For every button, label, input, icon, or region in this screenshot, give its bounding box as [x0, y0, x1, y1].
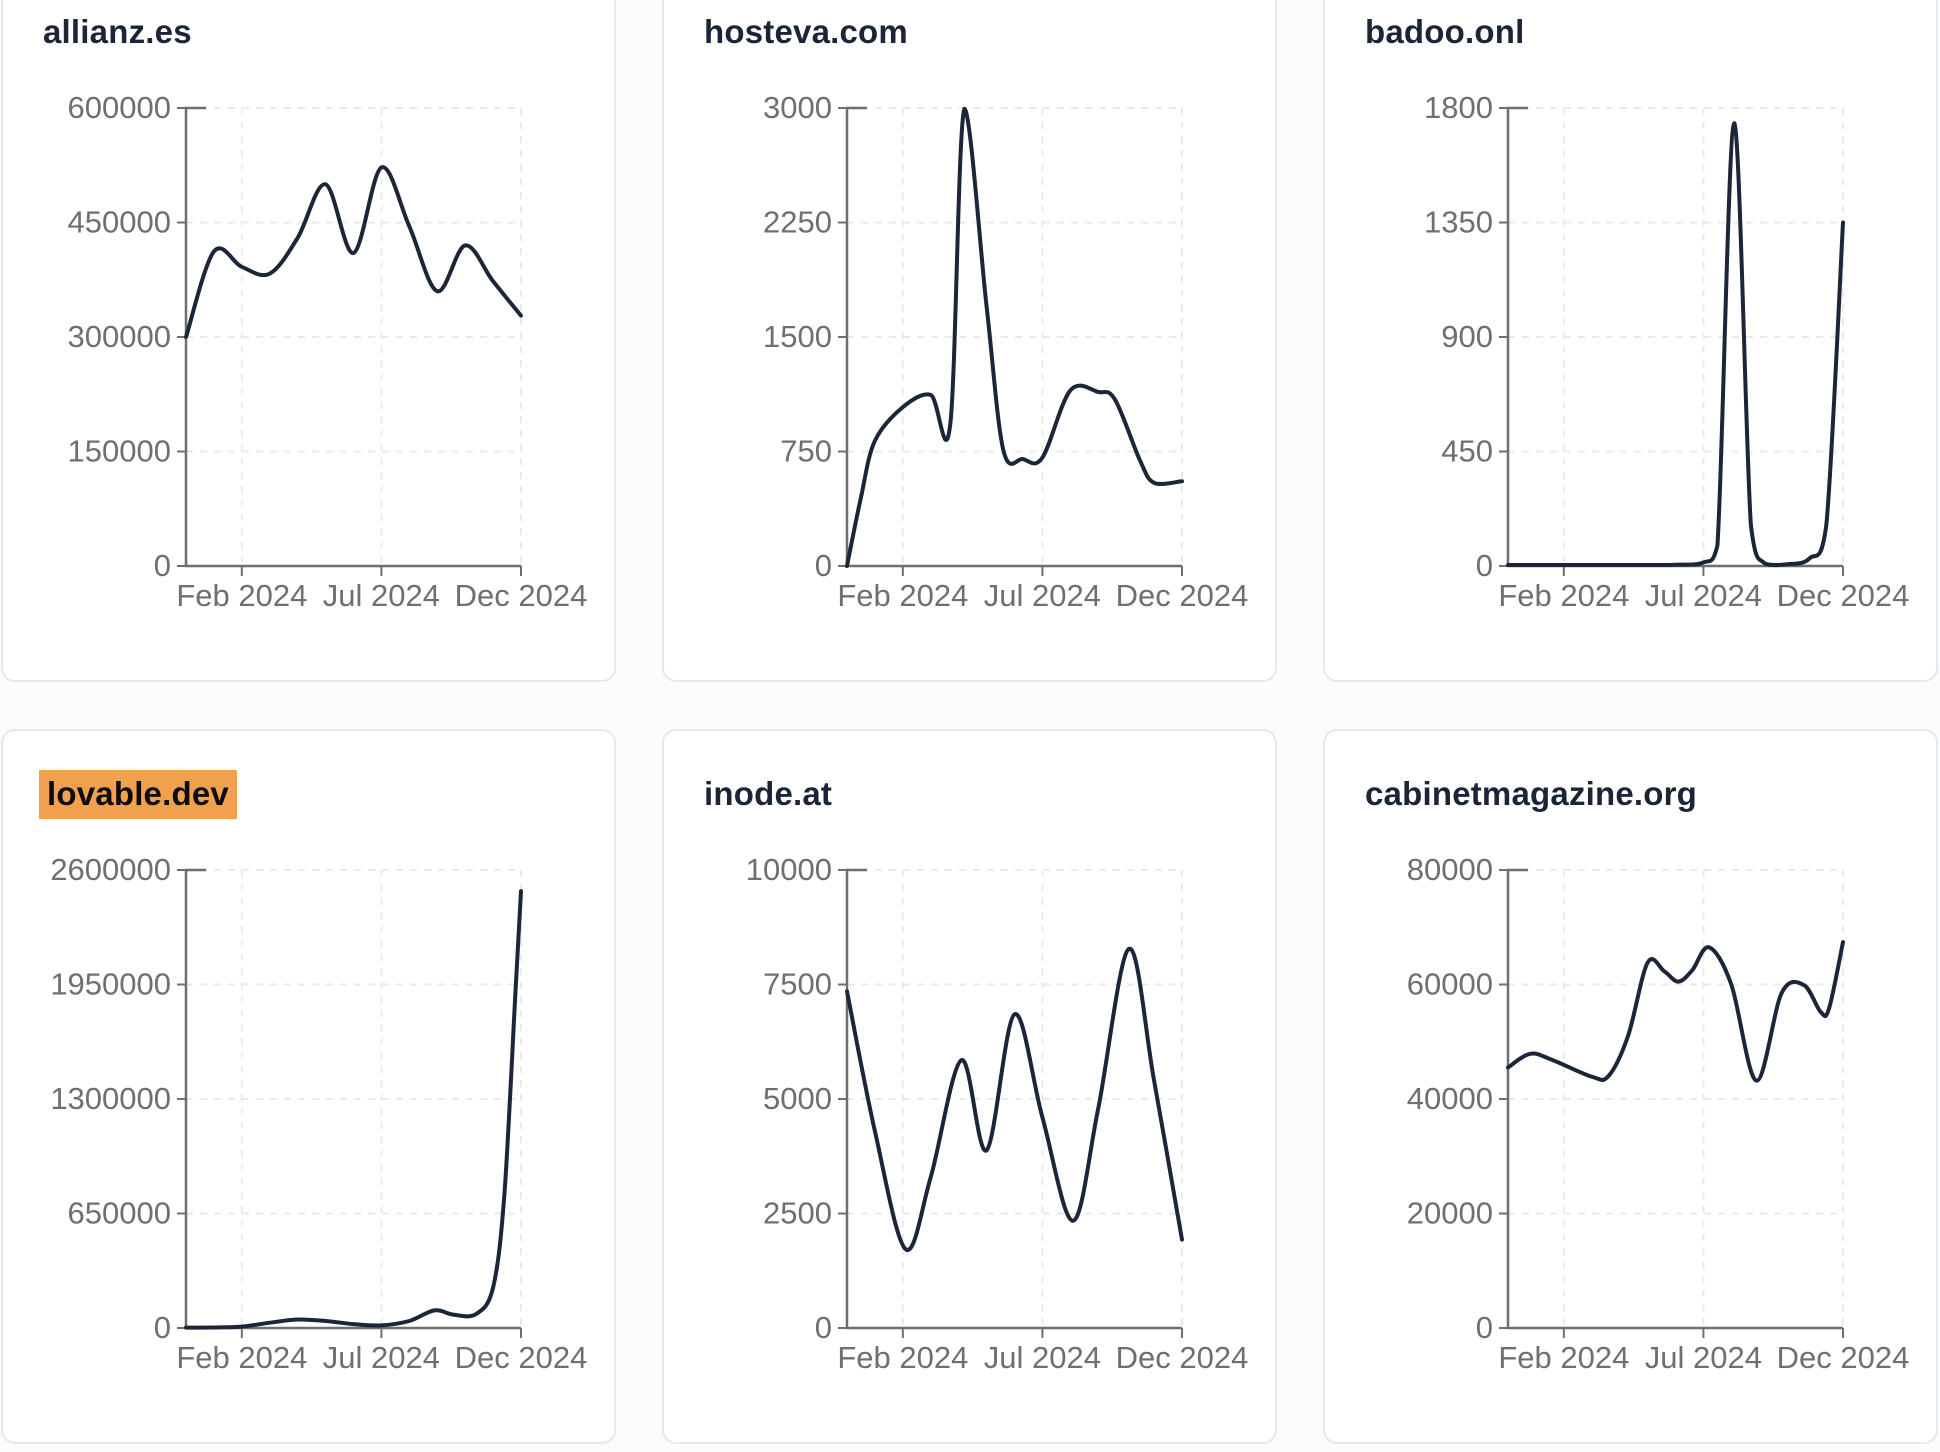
domain-card: lovable.dev 0 650000 1300000 1950000 2600000…	[1, 729, 616, 1444]
x-tick-label: Jul 2024	[1645, 1340, 1762, 1375]
x-tick-label: Dec 2024	[1116, 578, 1249, 613]
y-tick-label: 10000	[746, 852, 832, 887]
x-tick-label: Feb 2024	[1498, 1340, 1629, 1375]
x-tick-label: Feb 2024	[176, 578, 307, 613]
y-tick-label: 5000	[763, 1081, 832, 1116]
domain-title: cabinetmagazine.org	[1365, 775, 1698, 812]
gridlines	[1508, 107, 1844, 566]
domain-title: inode.at	[704, 775, 833, 812]
y-tick-label: 600000	[68, 90, 171, 125]
domain-card: allianz.es 0 150000 300000 450000 600000 Feb …	[1, 0, 616, 682]
gridlines	[847, 869, 1183, 1328]
y-tick-label: 300000	[68, 319, 171, 354]
x-tick-label: Jul 2024	[323, 1340, 440, 1375]
y-tick-label: 900	[1441, 319, 1493, 354]
y-tick-label: 60000	[1407, 967, 1493, 1002]
domain-card: inode.at 0 2500 5000 7500 10000 Feb 2024 Jul 2…	[662, 729, 1277, 1444]
y-tick-label: 1950000	[50, 967, 171, 1002]
y-tick-label: 750	[780, 434, 832, 469]
domain-title: allianz.es	[43, 13, 192, 50]
domain-title: badoo.onl	[1365, 13, 1525, 50]
series-line	[184, 889, 523, 1330]
traffic-chart: 0 20000 40000 60000 80000 Feb 2024 Jul 2024 Dec…	[1407, 852, 1910, 1375]
y-tick-label: 3000	[763, 90, 832, 125]
x-tick-label: Jul 2024	[1645, 578, 1762, 613]
gridlines	[1508, 869, 1844, 1328]
series-line	[1506, 121, 1845, 568]
x-tick-label: Dec 2024	[1777, 1340, 1910, 1375]
series-line	[845, 946, 1184, 1252]
x-tick-label: Feb 2024	[176, 1340, 307, 1375]
x-tick-label: Feb 2024	[837, 1340, 968, 1375]
y-tick-label: 1300000	[50, 1081, 171, 1116]
traffic-chart: 0 150000 300000 450000 600000 Feb 2024 Jul 202…	[68, 90, 588, 613]
gridlines	[186, 869, 522, 1328]
x-tick-label: Feb 2024	[837, 578, 968, 613]
y-tick-label: 0	[815, 1310, 832, 1345]
x-tick-label: Dec 2024	[1777, 578, 1910, 613]
series-line	[845, 106, 1184, 568]
x-tick-label: Dec 2024	[455, 1340, 588, 1375]
gridlines	[186, 107, 522, 566]
traffic-chart: 0 2500 5000 7500 10000 Feb 2024 Jul 2024 Dec 20…	[746, 852, 1249, 1375]
y-tick-label: 450000	[68, 205, 171, 240]
y-tick-label: 2500	[763, 1196, 832, 1231]
y-tick-label: 0	[154, 548, 171, 583]
y-tick-label: 2250	[763, 205, 832, 240]
traffic-chart: 0 750 1500 2250 3000 Feb 2024 Jul 2024 Dec 2024	[763, 90, 1249, 613]
y-tick-label: 450	[1441, 434, 1493, 469]
traffic-chart: 0 650000 1300000 1950000 2600000 Feb 2024 Jul …	[50, 852, 588, 1375]
y-tick-label: 7500	[763, 967, 832, 1002]
y-tick-label: 150000	[68, 434, 171, 469]
series-line	[184, 165, 523, 339]
y-tick-label: 40000	[1407, 1081, 1493, 1116]
domain-card: badoo.onl 0 450 900 1350 1800 Feb 2024 Jul 202…	[1323, 0, 1938, 682]
domain-card: hosteva.com 0 750 1500 2250 3000 Feb 2024 Jul …	[662, 0, 1277, 682]
y-tick-label: 1800	[1424, 90, 1493, 125]
y-tick-label: 0	[154, 1310, 171, 1345]
y-tick-label: 20000	[1407, 1196, 1493, 1231]
x-tick-label: Jul 2024	[984, 1340, 1101, 1375]
x-tick-label: Jul 2024	[323, 578, 440, 613]
y-tick-label: 0	[1476, 548, 1493, 583]
y-tick-label: 650000	[68, 1196, 171, 1231]
y-tick-label: 1500	[763, 319, 832, 354]
x-tick-label: Dec 2024	[1116, 1340, 1249, 1375]
y-tick-label: 0	[815, 548, 832, 583]
domain-title: hosteva.com	[704, 13, 908, 50]
x-tick-label: Jul 2024	[984, 578, 1101, 613]
x-tick-label: Feb 2024	[1498, 578, 1629, 613]
y-tick-label: 1350	[1424, 205, 1493, 240]
x-tick-label: Dec 2024	[455, 578, 588, 613]
y-tick-label: 2600000	[50, 852, 171, 887]
gridlines	[847, 107, 1183, 566]
traffic-chart: 0 450 900 1350 1800 Feb 2024 Jul 2024 Dec 2024	[1424, 90, 1910, 613]
y-tick-label: 0	[1476, 1310, 1493, 1345]
series-line	[1506, 940, 1845, 1083]
domain-title: lovable.dev	[39, 770, 237, 819]
domain-card: cabinetmagazine.org 0 20000 40000 60000 8000…	[1323, 729, 1938, 1444]
y-tick-label: 80000	[1407, 852, 1493, 887]
